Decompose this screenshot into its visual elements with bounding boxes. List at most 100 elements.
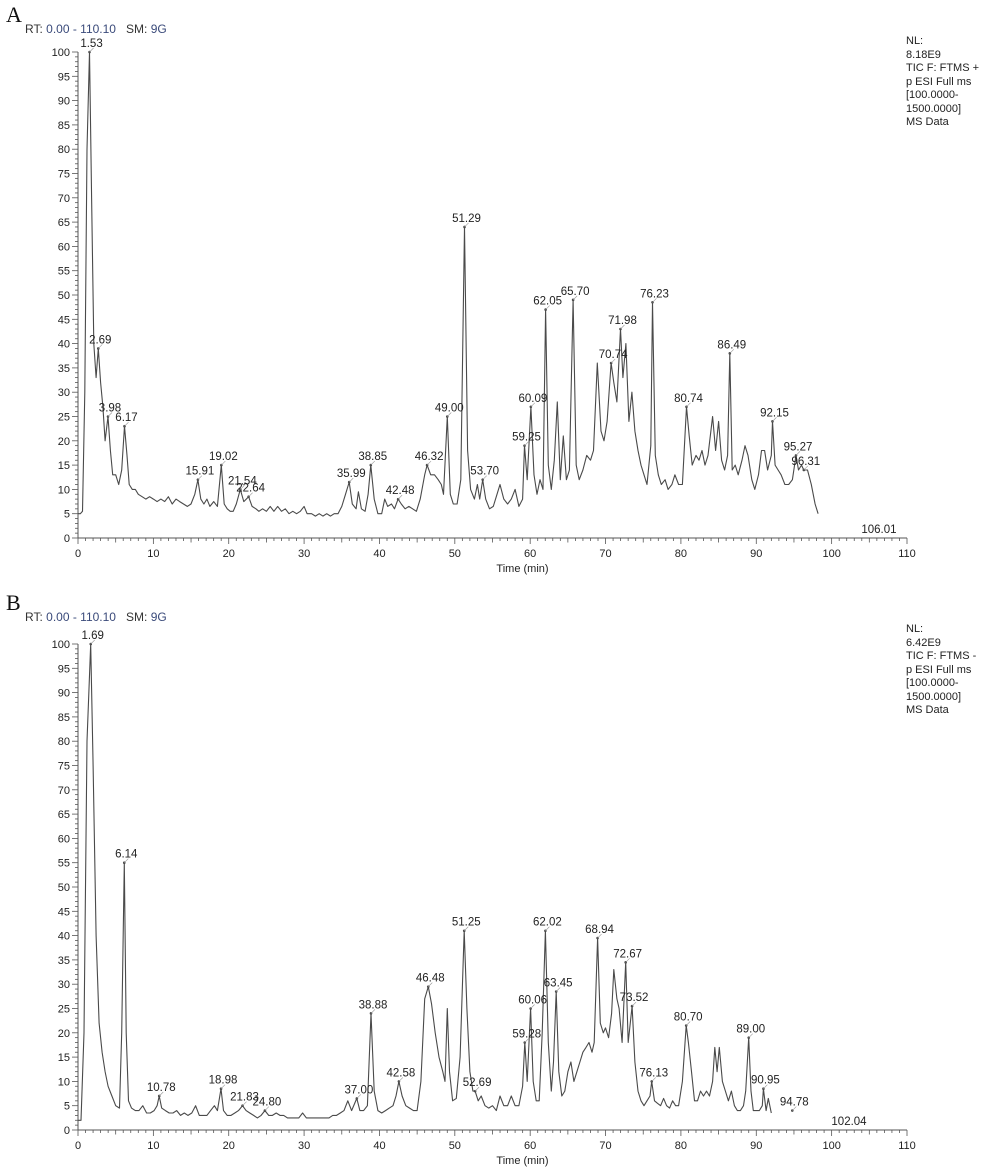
peak-label: 6.17: [115, 412, 137, 424]
panel-letter: B: [6, 590, 21, 615]
peak-leader-line: [398, 1077, 404, 1082]
peak-leader-line: [464, 222, 469, 228]
peak-leader-line: [90, 639, 95, 645]
info-line: MS Data: [906, 116, 949, 128]
peak-annotation: 59.28: [512, 1029, 541, 1044]
y-tick-label: 40: [58, 339, 70, 351]
peak-leader-line: [248, 492, 253, 497]
peak-label: 102.04: [831, 1116, 867, 1128]
peak-leader-line: [107, 412, 113, 417]
peak-label: 53.70: [470, 466, 499, 478]
peak-leader-line: [98, 344, 103, 349]
peak-annotation: 80.70: [674, 1012, 703, 1027]
x-tick-label: 40: [373, 1140, 385, 1152]
sm-value: 9G: [150, 22, 167, 36]
peak-leader-line: [763, 1084, 768, 1089]
peak-leader-line: [803, 465, 809, 471]
info-line: TIC F: FTMS -: [906, 650, 977, 662]
tic-trace: [78, 643, 772, 1121]
peak-leader-line: [482, 475, 487, 480]
peak-label: 38.88: [359, 999, 388, 1011]
peak-label: 52.69: [463, 1077, 492, 1089]
peak-leader-line: [474, 1086, 480, 1092]
peak-annotation: 19.02: [209, 451, 238, 467]
info-line: 6.42E9: [906, 636, 941, 649]
peak-leader-line: [530, 402, 536, 407]
peak-annotation: 60.09: [518, 393, 547, 409]
rt-header: RT: 0.00 - 110.10 SM: 9G: [25, 22, 167, 36]
peak-annotation: 2.69: [89, 334, 111, 350]
peak-annotation: 51.25: [452, 917, 481, 933]
peak-leader-line: [426, 460, 432, 466]
peak-annotation: 49.00: [435, 403, 464, 418]
peak-leader-line: [795, 451, 801, 456]
info-line: NL:: [906, 623, 924, 635]
info-line: 1500.0000]: [906, 102, 962, 115]
x-tick-label: 50: [449, 1140, 461, 1152]
chart-svg: 0 5 10 15 20 25 30 35 40 45 50 55 60 65 70 75 80 85 90 95 10…: [52, 38, 916, 575]
tic-trace: [78, 51, 819, 517]
y-tick-label: 65: [58, 809, 70, 821]
peak-annotation: 102.04: [831, 1116, 867, 1128]
peak-label: 72.67: [613, 948, 642, 960]
peak-annotation: 95.27: [784, 441, 812, 457]
info-line: p ESI Full ms: [906, 75, 972, 88]
y-tick-label: 100: [52, 639, 70, 651]
scan-info: NL: 6.42E9 TIC F: FTMS - p ESI Full ms […: [906, 623, 976, 718]
sm-label: SM:: [126, 22, 148, 36]
info-line: TIC F: FTMS +: [906, 62, 980, 74]
peak-label: 80.74: [674, 393, 703, 405]
peak-label: 90.95: [751, 1075, 780, 1087]
y-tick-label: 20: [58, 436, 70, 448]
y-tick-label: 70: [58, 785, 70, 797]
y-tick-label: 50: [58, 882, 70, 894]
y-tick-label: 45: [58, 906, 70, 918]
peak-annotation: 59.25: [512, 432, 541, 447]
peak-annotation: 53.70: [470, 466, 499, 481]
peak-annotation: 6.14: [115, 849, 138, 864]
peak-label: 76.13: [639, 1067, 668, 1079]
info-line: NL:: [906, 35, 924, 47]
info-line: p ESI Full ms: [906, 663, 972, 676]
peak-leader-line: [597, 933, 602, 939]
x-tick-label: 60: [524, 1140, 536, 1152]
y-tick-label: 90: [58, 96, 70, 108]
peak-leader-line: [631, 1001, 637, 1007]
y-tick-label: 90: [58, 688, 70, 700]
x-tick-label: 50: [449, 548, 461, 560]
peak-label: 10.78: [147, 1082, 176, 1094]
peak-leader-line: [620, 324, 625, 330]
peak-annotation: 6.17: [115, 412, 138, 428]
peak-leader-line: [370, 460, 375, 466]
peak-label: 70.74: [599, 349, 628, 361]
peak-annotation: 89.00: [736, 1024, 765, 1039]
y-tick-label: 80: [58, 144, 70, 156]
x-tick-label: 70: [599, 548, 611, 560]
peak-leader-line: [370, 1009, 376, 1014]
peak-annotation: 90.95: [751, 1075, 780, 1090]
y-tick-label: 55: [58, 858, 70, 870]
x-tick-label: 110: [898, 1140, 916, 1152]
peak-label: 37.00: [344, 1084, 373, 1096]
y-tick-label: 50: [58, 290, 70, 302]
peak-leader-line: [685, 1021, 691, 1026]
x-tick-label: 80: [675, 1140, 687, 1152]
y-tick-label: 0: [64, 1125, 70, 1137]
peak-label: 46.48: [416, 973, 445, 985]
peak-annotation: 15.91: [186, 466, 215, 481]
y-tick-label: 100: [52, 47, 70, 59]
y-tick-label: 60: [58, 241, 70, 253]
peak-leader-line: [524, 441, 529, 446]
peak-leader-line: [686, 402, 691, 407]
peak-label: 15.91: [186, 466, 215, 478]
peak-annotation: 1.69: [82, 630, 104, 646]
peak-leader-line: [397, 494, 403, 500]
peak-label: 42.48: [386, 485, 415, 497]
peak-label: 51.29: [452, 213, 481, 225]
y-tick-label: 75: [58, 761, 70, 773]
peak-label: 76.23: [640, 288, 669, 300]
peak-label: 51.25: [452, 917, 481, 929]
peak-annotation: 60.06: [518, 995, 547, 1010]
info-line: MS Data: [906, 704, 949, 716]
peak-leader-line: [748, 1033, 753, 1038]
